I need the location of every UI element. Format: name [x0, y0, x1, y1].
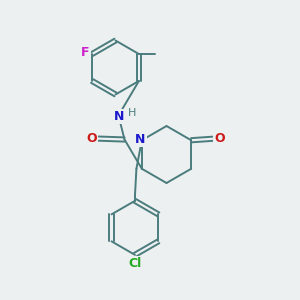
Text: O: O [214, 132, 225, 145]
Text: F: F [81, 46, 90, 59]
Text: N: N [114, 110, 124, 123]
Text: O: O [86, 132, 97, 145]
Text: N: N [135, 133, 146, 146]
Text: Cl: Cl [128, 257, 142, 270]
Text: H: H [128, 108, 136, 118]
